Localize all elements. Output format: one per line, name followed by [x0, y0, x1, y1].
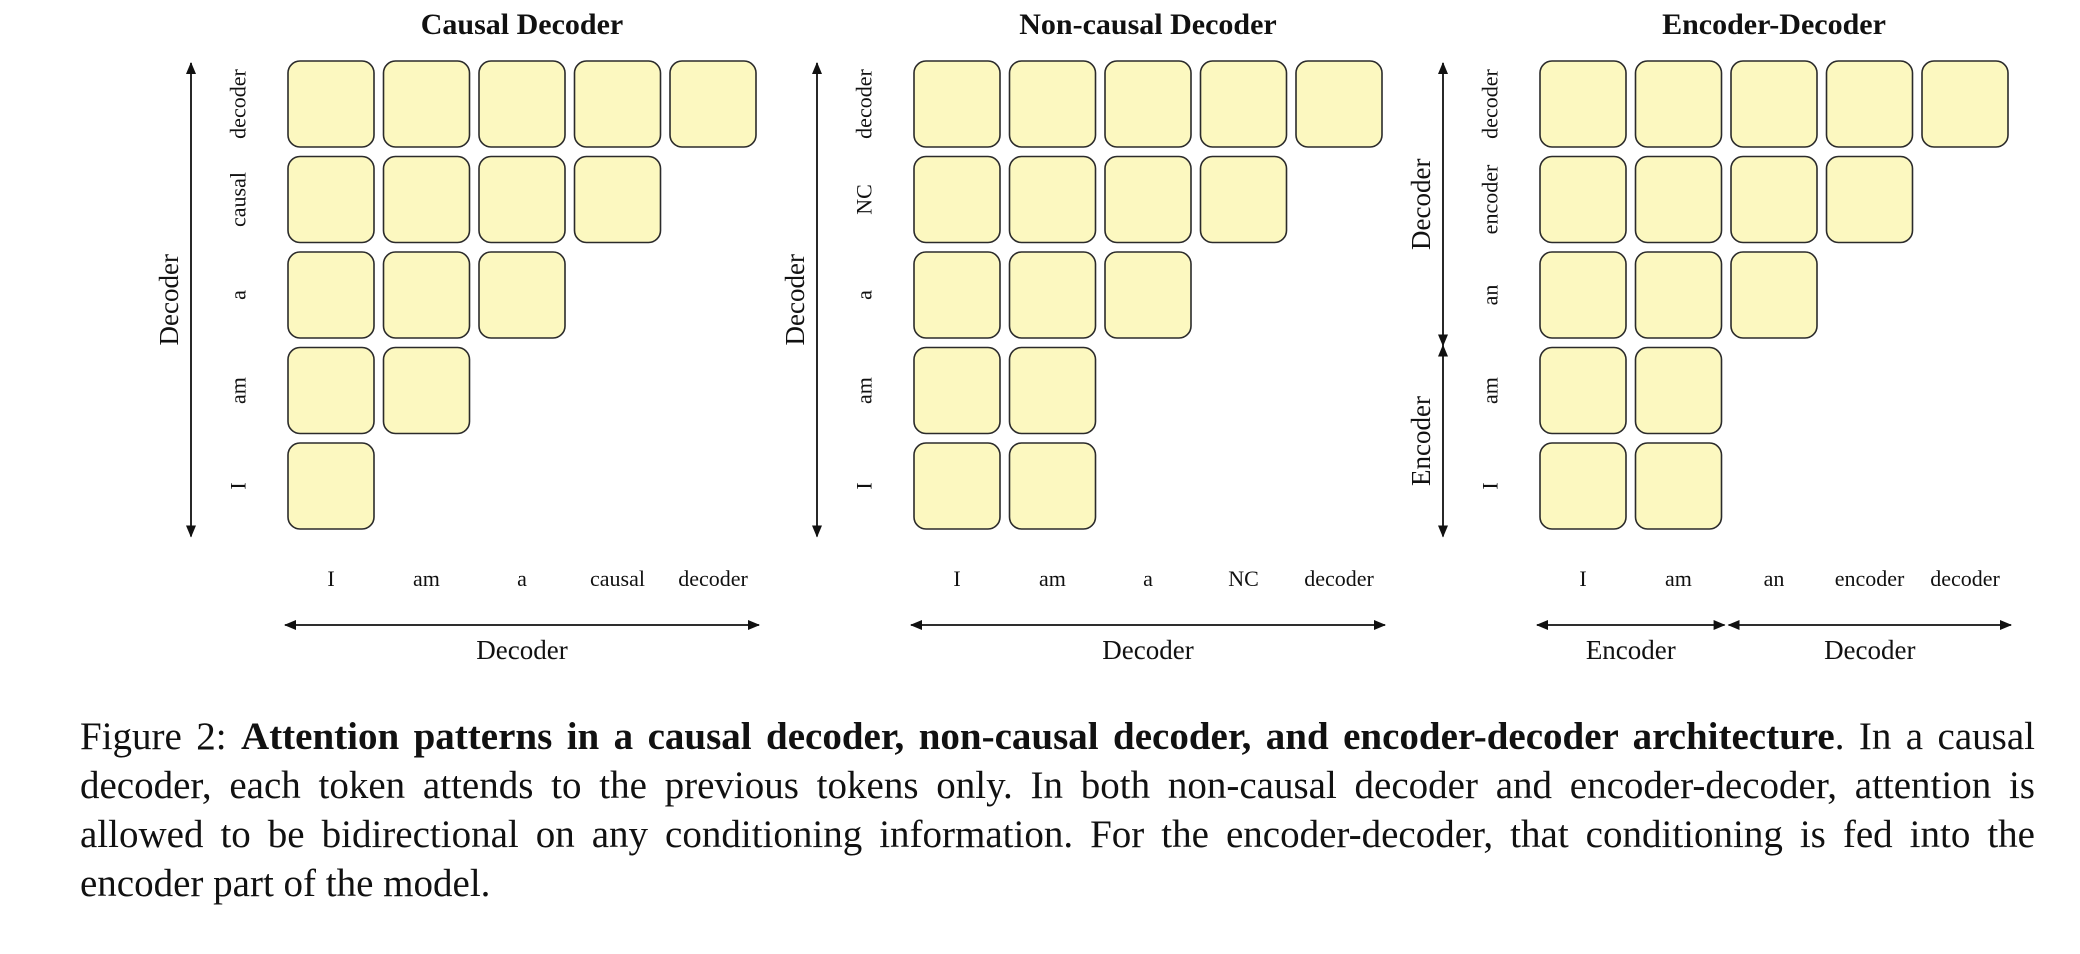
row-token-label: I — [852, 482, 877, 489]
attention-cell — [1730, 251, 1818, 339]
attention-cell — [913, 155, 1001, 244]
row-token-label: am — [1478, 377, 1503, 404]
column-token-label: I — [1579, 566, 1586, 591]
attention-cell — [1199, 155, 1288, 244]
attention-cell — [287, 251, 375, 339]
attention-cell — [1295, 60, 1383, 148]
attention-cell — [913, 60, 1001, 148]
row-token-label: am — [852, 377, 877, 404]
attention-cell — [1634, 251, 1723, 339]
attention-cell — [1008, 346, 1097, 435]
attention-cell — [1199, 60, 1288, 148]
left-axis-label: Decoder — [154, 254, 184, 345]
column-token-label: am — [1039, 566, 1066, 591]
panel-title: Encoder-Decoder — [1662, 8, 1886, 41]
column-token-label: decoder — [678, 566, 748, 591]
attention-cell — [913, 251, 1001, 339]
left-axis-label: Encoder — [1406, 396, 1436, 486]
column-token-label: am — [1665, 566, 1692, 591]
panel-encoder-decoder: Encoder-Decoder I am an encoder decoder Iam an e… — [1406, 8, 2012, 665]
column-token-label: causal — [590, 566, 645, 591]
attention-cell — [1104, 60, 1192, 148]
bottom-axis-label: Encoder — [1586, 635, 1676, 665]
column-token-label: a — [517, 566, 527, 591]
left-axis-label: Decoder — [1406, 159, 1436, 250]
attention-pattern-figure: Causal Decoder I am a causal decoder Iam a causa… — [154, 8, 2012, 665]
attention-cell — [1730, 155, 1818, 244]
attention-cell — [669, 60, 757, 148]
column-token-label: decoder — [1304, 566, 1374, 591]
left-axis-label: Decoder — [780, 254, 810, 345]
row-token-label: am — [226, 377, 251, 404]
attention-cell — [1104, 155, 1192, 244]
row-token-label: decoder — [852, 69, 877, 139]
column-token-label: I — [953, 566, 960, 591]
attention-cell — [1634, 346, 1723, 435]
panel-causal-decoder: Causal Decoder I am a causal decoder Iam a causa… — [154, 8, 760, 665]
attention-cell — [1008, 251, 1097, 339]
figure-label: Figure 2: — [80, 715, 227, 758]
row-token-label: encoder — [1478, 164, 1503, 234]
attention-cell — [478, 155, 566, 244]
column-token-label: a — [1143, 566, 1153, 591]
attention-cell — [382, 251, 471, 339]
attention-cell — [1825, 60, 1914, 148]
column-token-label: NC — [1228, 566, 1259, 591]
column-token-label: encoder — [1835, 566, 1905, 591]
attention-cell — [1539, 442, 1627, 530]
attention-cell — [1539, 155, 1627, 244]
bottom-axis-label: Decoder — [1102, 635, 1193, 665]
row-token-label: causal — [226, 172, 251, 227]
row-token-label: NC — [852, 184, 877, 215]
attention-cell — [1921, 60, 2009, 148]
attention-cell — [1634, 442, 1723, 530]
bottom-axis-label: Decoder — [476, 635, 567, 665]
attention-cell — [573, 60, 662, 148]
attention-cell — [287, 60, 375, 148]
attention-cell — [573, 155, 662, 244]
row-token-label: decoder — [226, 69, 251, 139]
column-token-label: I — [327, 566, 334, 591]
row-token-label: decoder — [1478, 69, 1503, 139]
column-token-label: an — [1764, 566, 1785, 591]
row-token-label: I — [1478, 482, 1503, 489]
attention-cell — [1634, 60, 1723, 148]
column-token-label: am — [413, 566, 440, 591]
row-token-label: an — [1478, 285, 1503, 306]
attention-cell — [478, 251, 566, 339]
panel-non-causal-decoder: Non-causal Decoder I am a NC decoder Iam a NC dec… — [780, 8, 1386, 665]
attention-cell — [382, 155, 471, 244]
figure-caption: Figure 2: Attention patterns in a causal… — [80, 712, 2035, 908]
bottom-axis-label: Decoder — [1824, 635, 1915, 665]
row-token-label: a — [852, 290, 877, 300]
figure-caption-bold-title: Attention patterns in a causal decoder, … — [241, 715, 1835, 758]
attention-cell — [1104, 251, 1192, 339]
attention-cell — [1539, 346, 1627, 435]
attention-cell — [382, 346, 471, 435]
figure-caption-text: . In a causal decoder, each token attend… — [80, 715, 2035, 905]
row-token-label: a — [226, 290, 251, 300]
attention-cell — [1008, 442, 1097, 530]
attention-cell — [913, 442, 1001, 530]
attention-cell — [1825, 155, 1914, 244]
attention-cell — [382, 60, 471, 148]
column-token-label: decoder — [1930, 566, 2000, 591]
attention-cell — [1730, 60, 1818, 148]
attention-cell — [1008, 60, 1097, 148]
attention-cell — [287, 346, 375, 435]
attention-cell — [913, 346, 1001, 435]
panel-title: Non-causal Decoder — [1019, 8, 1276, 41]
attention-cell — [287, 155, 375, 244]
attention-cell — [1634, 155, 1723, 244]
row-token-label: I — [226, 482, 251, 489]
attention-cell — [478, 60, 566, 148]
attention-cell — [1539, 60, 1627, 148]
attention-cell — [1539, 251, 1627, 339]
attention-cell — [287, 442, 375, 530]
panel-title: Causal Decoder — [421, 8, 623, 41]
attention-cell — [1008, 155, 1097, 244]
